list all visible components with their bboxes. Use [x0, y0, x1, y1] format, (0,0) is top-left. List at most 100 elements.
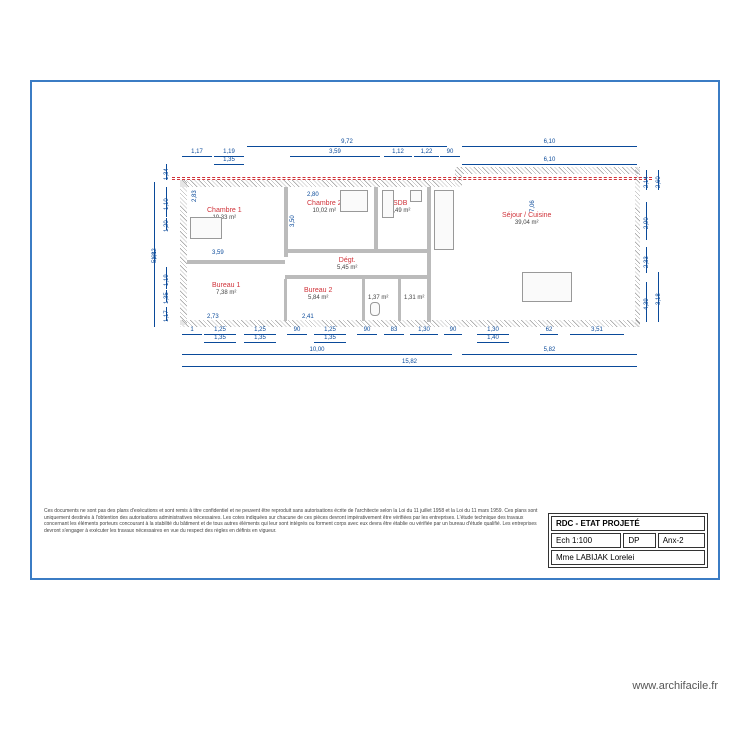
- bed-icon: [190, 217, 222, 239]
- dim-line: [410, 334, 438, 335]
- dim-line: [440, 156, 460, 157]
- dim-label: 3,59: [290, 149, 380, 155]
- dim-label: 15,82: [182, 359, 637, 365]
- iwall: [362, 279, 365, 321]
- dim-label: 1,10: [164, 198, 170, 210]
- dim-label: 1,17: [164, 310, 170, 322]
- counter: [434, 190, 454, 250]
- dim-interior: 3,50: [290, 215, 296, 227]
- room-bureau2: Bureau 2 5,84 m²: [304, 287, 332, 301]
- dim-label: 5,82: [462, 347, 637, 353]
- label: Dégt.: [339, 257, 356, 264]
- dim-line: [182, 354, 452, 355]
- dim-label: 6,10: [462, 157, 637, 163]
- dim-label: 1,22: [414, 149, 439, 155]
- dim-label: 1,35: [314, 335, 346, 341]
- dim-line: [540, 334, 558, 335]
- dim-label: 1,35: [244, 335, 276, 341]
- dim-label: 90: [357, 327, 377, 333]
- dim-label: 1,35: [164, 292, 170, 304]
- dim-label: 1,82: [152, 248, 158, 260]
- dim-line: [244, 342, 276, 343]
- room-hall: 1,31 m²: [404, 295, 424, 302]
- bath-icon: [382, 190, 394, 218]
- dim-label: 62: [540, 327, 558, 333]
- dim-label: 3,18: [656, 293, 662, 305]
- wall-top-ext: [455, 167, 640, 174]
- dim-line: [182, 156, 212, 157]
- label: Chambre 2: [307, 200, 342, 207]
- area: 5,45 m²: [337, 265, 357, 272]
- dim-label: 1: [182, 327, 202, 333]
- area: 1,37 m²: [368, 295, 388, 302]
- dim-label: 1,12: [384, 149, 412, 155]
- dim-line: [414, 156, 439, 157]
- dim-line: [247, 146, 447, 147]
- title-block: RDC - ETAT PROJETÉ Ech 1:100 DP Anx-2 Mm…: [548, 513, 708, 568]
- dim-interior: 2,73: [207, 314, 219, 320]
- kitchen-island: [522, 272, 572, 302]
- dim-line: [287, 334, 307, 335]
- floor-plan: Chambre 1 10,33 m² Chambre 2 10,02 m² SD…: [172, 142, 652, 372]
- dim-line: [290, 156, 380, 157]
- wc-icon: [370, 302, 380, 316]
- room-sejour: Séjour / Cuisine 39,04 m²: [502, 212, 551, 226]
- dim-label: 1,40: [477, 335, 509, 341]
- doc-type: DP: [623, 533, 655, 548]
- wall-top: [180, 180, 455, 187]
- label: Bureau 1: [212, 282, 240, 289]
- dim-label: 2,90: [644, 217, 650, 229]
- dim-label: 10,00: [182, 347, 452, 353]
- dim-line: [182, 366, 637, 367]
- dim-label: 1,19: [164, 274, 170, 286]
- wall-left: [180, 180, 187, 325]
- dim-label: 1,19: [214, 149, 244, 155]
- scale: Ech 1:100: [551, 533, 621, 548]
- room-chambre2: Chambre 2 10,02 m²: [307, 200, 342, 214]
- dim-line: [462, 354, 637, 355]
- section-line: [172, 177, 652, 178]
- dim-label: 2,33: [644, 256, 650, 268]
- iwall: [285, 275, 430, 279]
- area: 10,02 m²: [307, 208, 342, 215]
- area: 39,04 m²: [502, 220, 551, 227]
- annex: Anx-2: [658, 533, 705, 548]
- dim-label: 90: [287, 327, 307, 333]
- dim-label: 1,34: [164, 168, 170, 180]
- watermark: www.archifacile.fr: [632, 680, 718, 692]
- dim-label: 1,25: [204, 327, 236, 333]
- dim-label: 1,35: [204, 335, 236, 341]
- label: Séjour / Cuisine: [502, 212, 551, 219]
- iwall: [284, 279, 287, 321]
- dim-interior: 7,06: [530, 200, 536, 212]
- title: RDC - ETAT PROJETÉ: [551, 516, 705, 531]
- dim-label: 6,10: [462, 139, 637, 145]
- client: Mme LABIJAK Lorelei: [551, 550, 705, 565]
- dim-line: [357, 334, 377, 335]
- iwall: [398, 279, 401, 321]
- dim-label: 83: [384, 327, 404, 333]
- iwall: [427, 187, 431, 322]
- area: 1,31 m²: [404, 295, 424, 302]
- dim-interior: 2,80: [307, 192, 319, 198]
- room-wc: 1,37 m²: [368, 295, 388, 302]
- label: Bureau 2: [304, 287, 332, 294]
- dim-line: [444, 334, 462, 335]
- dim-interior: 2,41: [302, 314, 314, 320]
- label: SDB: [393, 200, 407, 207]
- wall-ext-step: [455, 167, 462, 187]
- area: 5,84 m²: [304, 295, 332, 302]
- wall-bottom: [180, 320, 640, 327]
- dim-line: [570, 334, 624, 335]
- dim-line: [204, 342, 236, 343]
- dim-label: 90: [444, 327, 462, 333]
- dim-line: [462, 146, 637, 147]
- bed-icon: [340, 190, 368, 212]
- dim-label: 1,35: [214, 157, 244, 163]
- dim-line: [477, 342, 509, 343]
- iwall: [284, 187, 288, 257]
- dim-line: [384, 334, 404, 335]
- dim-label: 3,51: [570, 327, 624, 333]
- dim-label: 9,72: [247, 139, 447, 145]
- drawing-frame: Chambre 1 10,33 m² Chambre 2 10,02 m² SD…: [30, 80, 720, 580]
